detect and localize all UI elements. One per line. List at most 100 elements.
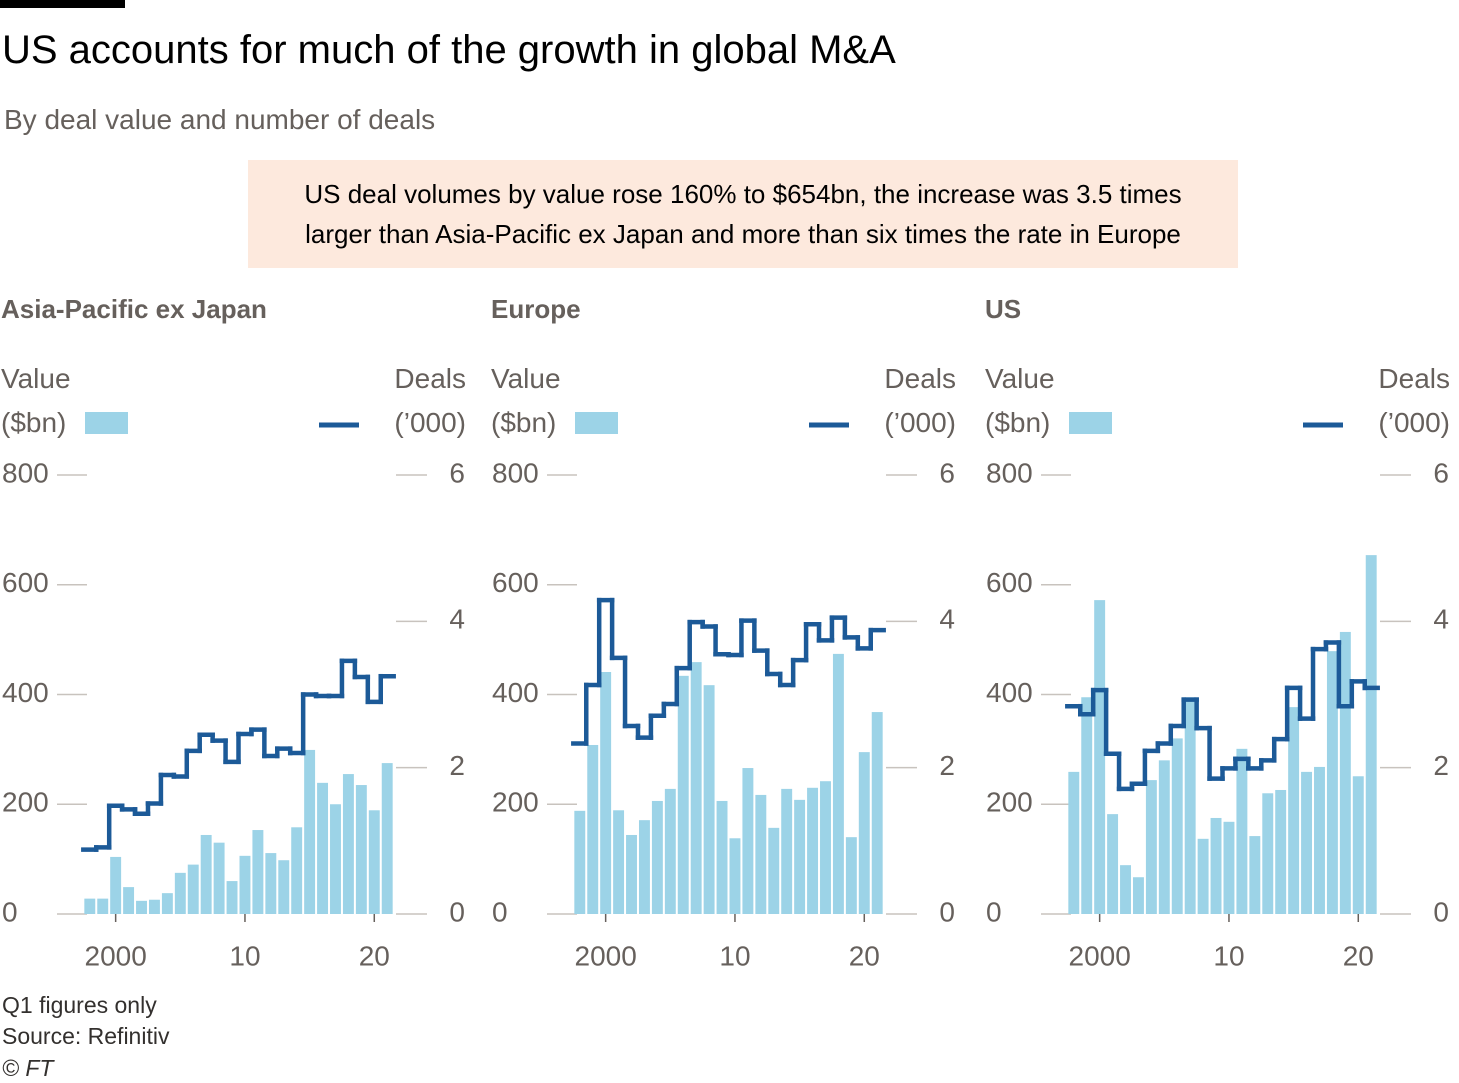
bar <box>200 834 212 914</box>
bar <box>664 788 676 914</box>
bar <box>613 810 625 914</box>
bar <box>755 794 767 914</box>
y-tick-label: 600 <box>2 567 49 598</box>
y-tick-label: 200 <box>2 787 49 818</box>
bar <box>768 827 780 914</box>
x-tick-label: 20 <box>849 940 880 971</box>
bar <box>1249 836 1261 914</box>
y2-tick-label: 4 <box>939 604 955 635</box>
bar <box>587 744 599 914</box>
panel-title: Europe <box>491 294 581 324</box>
bar <box>368 810 380 914</box>
x-tick-label: 10 <box>719 940 750 971</box>
bar <box>1236 748 1248 914</box>
y2-tick-label: 6 <box>449 457 465 488</box>
y-tick-label: 600 <box>492 567 539 598</box>
bar <box>626 834 637 914</box>
bar <box>1301 771 1313 914</box>
bar <box>1365 555 1377 914</box>
bar <box>1094 600 1106 914</box>
note: © FT <box>2 1055 54 1081</box>
bar <box>213 842 225 914</box>
bar <box>742 768 754 914</box>
y2-tick-label: 4 <box>1433 604 1449 635</box>
bar <box>1132 877 1144 914</box>
x-tick-label: 20 <box>1343 940 1374 971</box>
bar <box>1171 738 1183 914</box>
legend-label: Deals (’000) <box>884 363 956 438</box>
bar <box>381 763 393 914</box>
bar <box>574 810 586 914</box>
bar <box>1197 838 1209 914</box>
title: US accounts for much of the growth in gl… <box>2 28 896 72</box>
bar <box>161 893 173 914</box>
y-tick-label: 200 <box>986 787 1033 818</box>
bar <box>265 853 277 914</box>
y2-tick-label: 2 <box>939 750 955 781</box>
y2-tick-label: 6 <box>1433 457 1449 488</box>
y-tick-label: 0 <box>986 896 1002 927</box>
x-tick-label: 20 <box>359 940 390 971</box>
bar <box>110 856 122 914</box>
legend-swatch <box>85 412 128 434</box>
bar <box>807 787 819 914</box>
x-tick-label: 2000 <box>1069 940 1131 971</box>
legend-label: Value ($bn) <box>985 363 1055 438</box>
bar <box>677 675 689 914</box>
y2-tick-label: 0 <box>1433 896 1449 927</box>
y-tick-label: 400 <box>2 677 49 708</box>
legend-label: Deals (’000) <box>394 363 466 438</box>
bar <box>136 900 147 914</box>
bar <box>651 800 663 914</box>
y-tick-label: 400 <box>986 677 1033 708</box>
bar <box>291 827 303 914</box>
bar <box>845 837 857 914</box>
y2-tick-label: 2 <box>1433 750 1449 781</box>
bar <box>174 872 186 914</box>
bar <box>226 881 238 914</box>
y-tick-label: 0 <box>2 896 18 927</box>
bar <box>832 653 844 914</box>
panel-title: Asia-Pacific ex Japan <box>1 294 267 324</box>
x-tick-label: 10 <box>1213 940 1244 971</box>
bar <box>148 899 160 914</box>
bar <box>1275 789 1287 914</box>
y-tick-label: 800 <box>2 457 49 488</box>
bar <box>123 887 135 914</box>
y2-tick-label: 2 <box>449 750 465 781</box>
bar <box>304 749 316 914</box>
y2-tick-label: 0 <box>939 896 955 927</box>
y-tick-label: 800 <box>492 457 539 488</box>
bar <box>729 838 741 914</box>
bar <box>871 712 883 914</box>
bar <box>1081 697 1093 914</box>
bar <box>1158 760 1170 914</box>
bar <box>1210 817 1222 914</box>
bar <box>317 782 329 914</box>
y-tick-label: 200 <box>492 787 539 818</box>
bar <box>355 785 367 914</box>
panel-title: US <box>985 294 1022 324</box>
bar <box>794 799 806 914</box>
brand-bar <box>0 0 125 8</box>
bar <box>690 662 702 914</box>
bar <box>252 830 264 914</box>
bar <box>97 898 109 914</box>
bar <box>1326 651 1338 914</box>
bar <box>187 864 199 914</box>
subtitle: By deal value and number of deals <box>4 104 436 135</box>
bar <box>858 752 870 914</box>
bar <box>600 672 612 914</box>
annotation-line: larger than Asia-Pacific ex Japan and mo… <box>305 219 1181 249</box>
legend-label: Deals (’000) <box>1378 363 1450 438</box>
bar <box>278 860 290 914</box>
legend-label: Value ($bn) <box>491 363 561 438</box>
y2-tick-label: 0 <box>449 896 465 927</box>
y-tick-label: 400 <box>492 677 539 708</box>
bar <box>1352 776 1364 914</box>
bar <box>781 788 793 914</box>
y-tick-label: 600 <box>986 567 1033 598</box>
y-tick-label: 0 <box>492 896 508 927</box>
x-tick-label: 2000 <box>85 940 147 971</box>
